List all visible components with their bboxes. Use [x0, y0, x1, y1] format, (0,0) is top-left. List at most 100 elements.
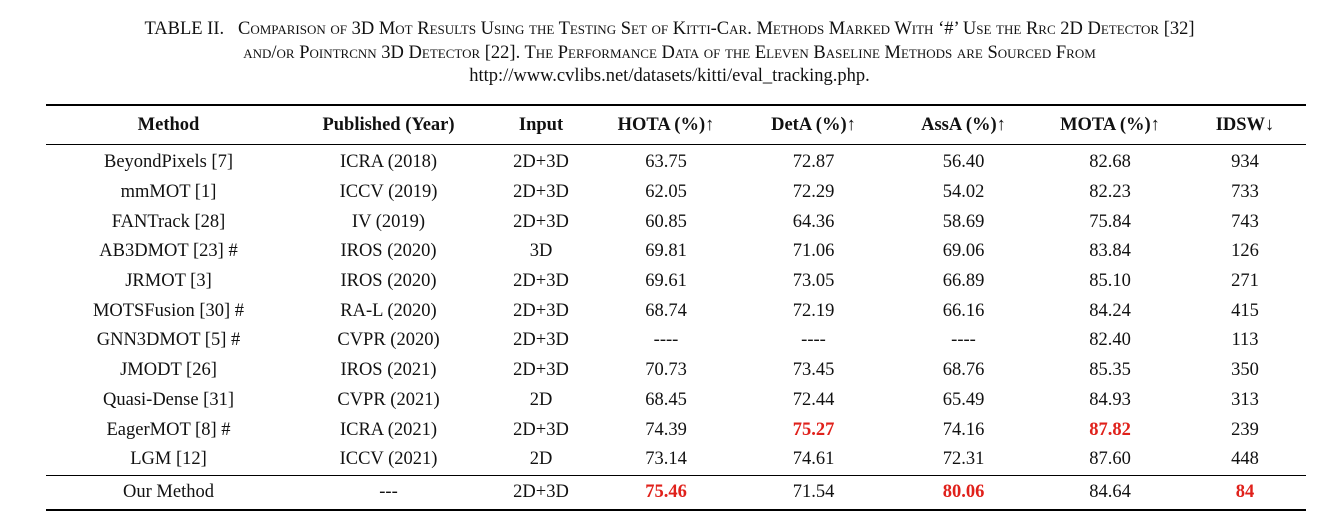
cell-published-year: ICCV (2021) [339, 449, 438, 470]
cell-assa: 66.89 [942, 271, 985, 292]
cell-idsw: 415 [1231, 300, 1259, 321]
cell-published-year: CVPR (2020) [337, 330, 440, 351]
table-row: mmMOT [1] ICCV (2019) 2D+3D 62.05 72.29 54.02… [46, 178, 1306, 208]
cell-idsw: 84 [1184, 474, 1306, 509]
cell-idsw: 743 [1231, 211, 1259, 232]
cell-published-year: IROS (2020) [340, 271, 437, 292]
cell-deta: 73.05 [792, 271, 835, 292]
cell-assa: 65.49 [942, 389, 985, 410]
cell-hota: 73.14 [645, 449, 687, 470]
caption-title-part-1: Comparison of 3D Mot Results Using the T… [238, 19, 1195, 39]
column-header-method: Method [46, 106, 291, 145]
cell-method: GNN3DMOT [5] # [96, 330, 241, 351]
results-table-wrapper: Method Published (Year) Input HOTA (%)↑ DetA… [46, 104, 1306, 511]
cell-input: 2D+3D [513, 419, 569, 440]
cell-published-year: RA-L (2020) [340, 300, 437, 321]
cell-mota: 84.93 [1089, 389, 1131, 410]
cell-assa: 80.06 [891, 474, 1036, 509]
cell-assa: ---- [951, 330, 976, 351]
cell-hota: 68.45 [645, 389, 687, 410]
cell-assa: 54.02 [942, 182, 985, 203]
caption-label: TABLE II. [144, 19, 225, 39]
cell-input: 2D+3D [513, 211, 569, 232]
table-header: Method Published (Year) Input HOTA (%)↑ DetA… [46, 106, 1306, 145]
cell-deta: 72.87 [792, 152, 835, 173]
cell-mota: 82.40 [1089, 330, 1131, 351]
cell-method: BeyondPixels [7] [104, 152, 233, 173]
cell-published-year: --- [291, 474, 486, 509]
cell-idsw: 448 [1231, 449, 1259, 470]
table-body: BeyondPixels [7] ICRA (2018) 2D+3D 63.75 72.… [46, 145, 1306, 509]
cell-hota: 69.61 [645, 271, 687, 292]
cell-idsw: 113 [1231, 330, 1259, 351]
cell-hota: 69.81 [645, 241, 687, 262]
cell-method: LGM [12] [130, 449, 207, 470]
cell-idsw: 733 [1231, 182, 1259, 203]
cell-mota: 82.23 [1089, 182, 1131, 203]
cell-hota: 74.39 [645, 419, 687, 440]
cell-deta: ---- [801, 330, 826, 351]
table-row: JMODT [26] IROS (2021) 2D+3D 70.73 73.45 68.7… [46, 356, 1306, 386]
table-row: Quasi-Dense [31] CVPR (2021) 2D 68.45 72.44 6… [46, 386, 1306, 416]
cell-deta: 72.44 [792, 389, 835, 410]
cell-deta: 71.06 [792, 241, 835, 262]
column-header-mota: MOTA (%)↑ [1036, 106, 1184, 145]
table-row: JRMOT [3] IROS (2020) 2D+3D 69.61 73.05 66.89… [46, 267, 1306, 297]
cell-input: 2D [529, 389, 553, 410]
cell-idsw: 239 [1231, 419, 1259, 440]
cell-mota: 85.35 [1089, 360, 1131, 381]
cell-input: 2D+3D [513, 152, 569, 173]
caption-url: http://www.cvlibs.net/datasets/kitti/eva… [469, 66, 870, 86]
cell-method: FANTrack [28] [111, 211, 226, 232]
table-row: LGM [12] ICCV (2021) 2D 73.14 74.61 72.31 87.6… [46, 445, 1306, 475]
column-header-published-year: Published (Year) [291, 106, 486, 145]
results-table: Method Published (Year) Input HOTA (%)↑ DetA… [46, 106, 1306, 509]
table-caption: TABLE II. Comparison of 3D Mot Results U… [30, 18, 1309, 89]
cell-input: 2D+3D [513, 360, 569, 381]
cell-assa: 56.40 [942, 152, 985, 173]
cell-input: 2D+3D [513, 330, 569, 351]
cell-method: mmMOT [1] [120, 182, 217, 203]
cell-published-year: IV (2019) [351, 211, 426, 232]
cell-idsw: 271 [1231, 271, 1259, 292]
cell-input: 3D [529, 241, 553, 262]
cell-hota: 75.46 [596, 474, 736, 509]
cell-idsw: 313 [1231, 389, 1259, 410]
cell-deta: 71.54 [736, 474, 891, 509]
cell-deta: 64.36 [792, 211, 835, 232]
cell-mota: 84.64 [1036, 474, 1184, 509]
cell-idsw: 350 [1231, 360, 1259, 381]
table-row: AB3DMOT [23] # IROS (2020) 3D 69.81 71.06 69.… [46, 237, 1306, 267]
cell-mota: 84.24 [1089, 300, 1131, 321]
cell-published-year: IROS (2021) [340, 360, 437, 381]
cell-mota: 82.68 [1089, 152, 1131, 173]
column-header-input: Input [486, 106, 596, 145]
cell-mota: 75.84 [1089, 211, 1131, 232]
cell-deta: 72.19 [792, 300, 835, 321]
cell-mota: 87.60 [1089, 449, 1131, 470]
cell-idsw: 934 [1231, 152, 1259, 173]
table-row: MOTSFusion [30] # RA-L (2020) 2D+3D 68.74 72… [46, 296, 1306, 326]
cell-method: Our Method [46, 474, 291, 509]
cell-deta: 73.45 [792, 360, 835, 381]
column-header-hota: HOTA (%)↑ [596, 106, 736, 145]
cell-input: 2D+3D [513, 182, 569, 203]
cell-method: EagerMOT [8] # [106, 419, 231, 440]
column-header-idsw: IDSW↓ [1184, 106, 1306, 145]
cell-hota: 60.85 [645, 211, 687, 232]
cell-input: 2D [529, 449, 553, 470]
table-row: EagerMOT [8] # ICRA (2021) 2D+3D 74.39 75.27… [46, 415, 1306, 445]
cell-assa: 58.69 [942, 211, 985, 232]
table-row: FANTrack [28] IV (2019) 2D+3D 60.85 64.36 58.… [46, 207, 1306, 237]
caption-line-2: and/or Pointrcnn 3D Detector [22]. The P… [243, 42, 1096, 63]
cell-deta: 75.27 [792, 419, 835, 440]
cell-hota: 70.73 [645, 360, 687, 381]
cell-hota: 63.75 [645, 152, 687, 173]
cell-input: 2D+3D [486, 474, 596, 509]
cell-method: JMODT [26] [120, 360, 217, 381]
cell-method: JRMOT [3] [125, 271, 212, 292]
cell-assa: 69.06 [942, 241, 985, 262]
cell-assa: 66.16 [942, 300, 985, 321]
cell-published-year: CVPR (2021) [337, 389, 440, 410]
cell-deta: 72.29 [792, 182, 835, 203]
